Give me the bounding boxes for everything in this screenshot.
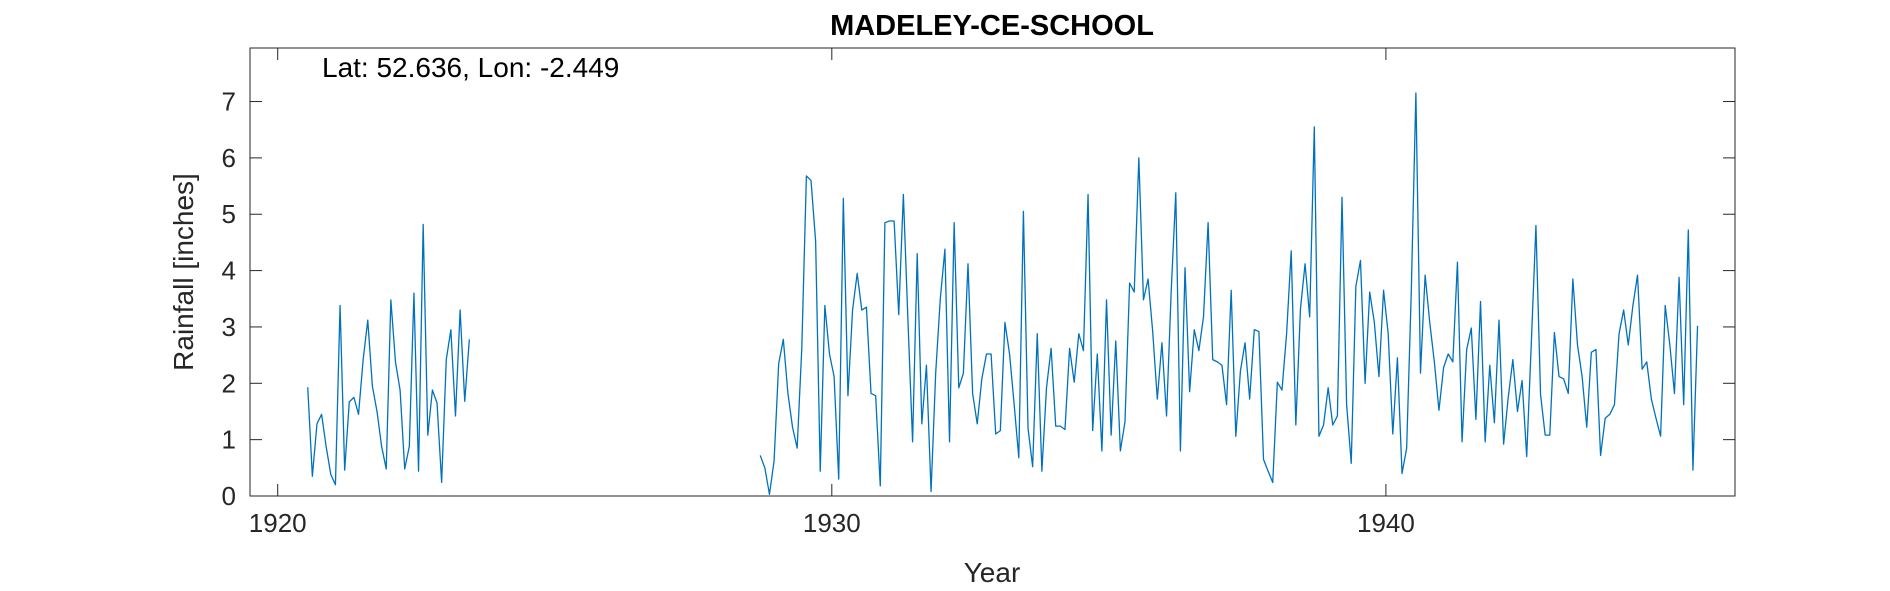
x-tick-label: 1930 (803, 508, 861, 538)
y-tick-label: 4 (222, 256, 236, 286)
y-tick-label: 5 (222, 199, 236, 229)
y-tick-label: 0 (222, 481, 236, 511)
rainfall-series-line (307, 223, 470, 486)
x-tick-label: 1920 (249, 508, 307, 538)
y-tick-label: 1 (222, 425, 236, 455)
location-annotation: Lat: 52.636, Lon: -2.449 (322, 52, 619, 83)
y-axis-title: Rainfall [inches] (168, 173, 199, 371)
chart-title: MADELEY-CE-SCHOOL (830, 10, 1154, 42)
y-tick-label: 2 (222, 368, 236, 398)
plot-area (249, 47, 1736, 497)
x-tick-label: 1940 (1357, 508, 1415, 538)
x-axis-title: Year (964, 557, 1021, 588)
y-axis: 0 1 2 3 4 5 6 7 (222, 87, 1735, 511)
rainfall-series-line (759, 92, 1699, 495)
y-tick-label: 6 (222, 143, 236, 173)
y-tick-label: 3 (222, 312, 236, 342)
series-layer (307, 92, 1699, 495)
x-axis: 1920 1930 1940 (249, 48, 1415, 538)
y-tick-label: 7 (222, 87, 236, 117)
